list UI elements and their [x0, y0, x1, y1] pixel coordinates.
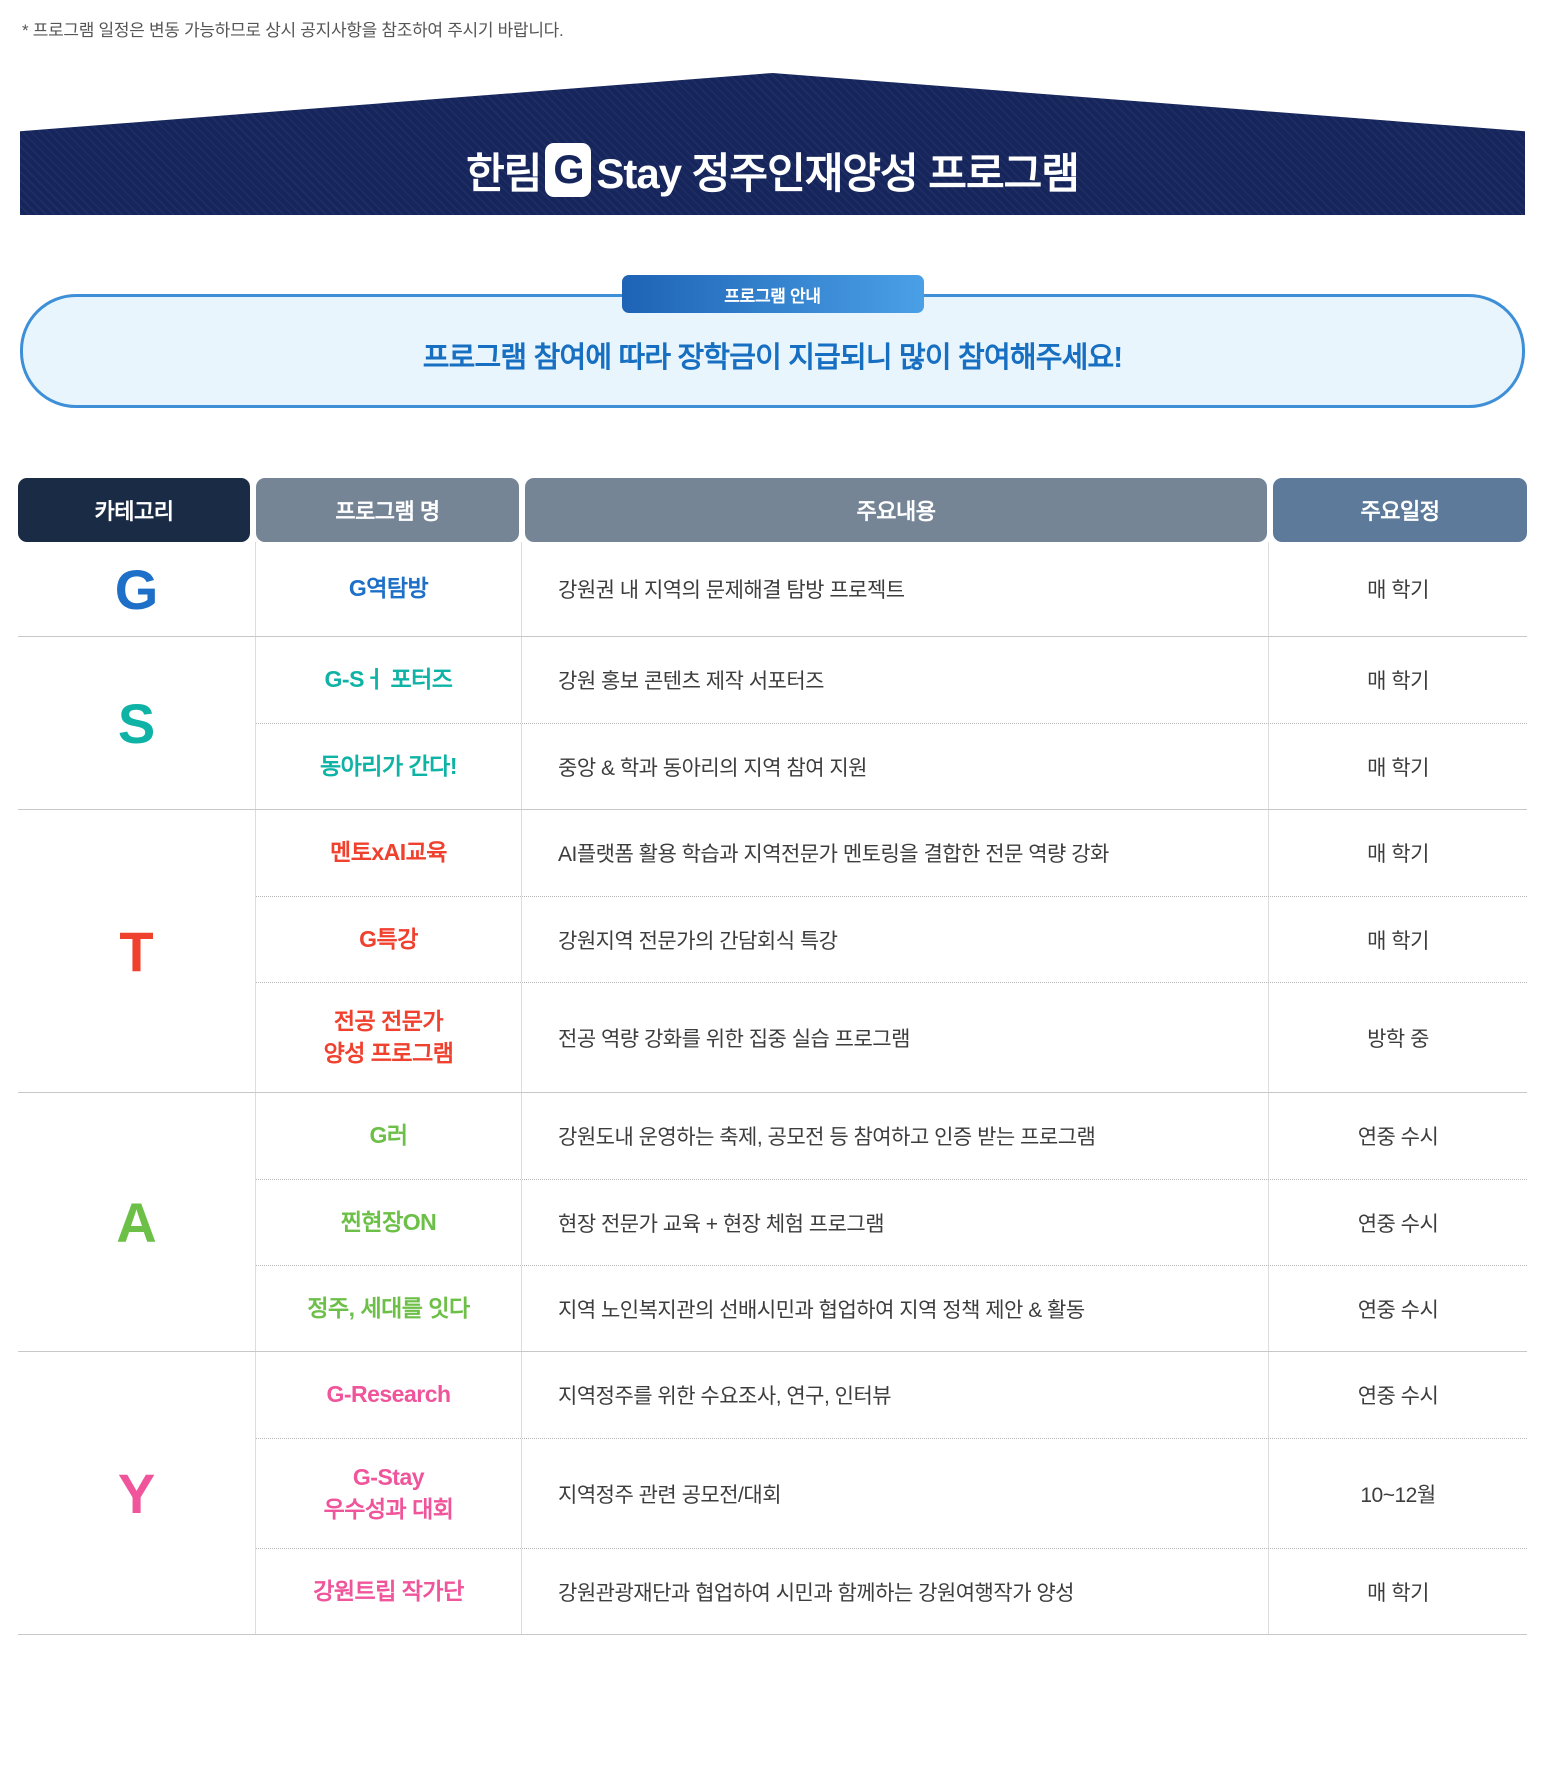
program-content: 강원관광재단과 협업하여 시민과 함께하는 강원여행작가 양성	[522, 1549, 1269, 1634]
program-name: 전공 전문가 양성 프로그램	[256, 983, 522, 1092]
program-schedule: 매 학기	[1367, 756, 1429, 780]
scholarship-message: 프로그램 참여에 따라 장학금이 지급되니 많이 참여해주세요!	[422, 342, 1123, 374]
program-name: 찐현장ON	[256, 1180, 522, 1265]
table-row: 찐현장ON 현장 전문가 교육 + 현장 체험 프로그램 연중 수시	[256, 1179, 1527, 1265]
schedule-change-note: * 프로그램 일정은 변동 가능하므로 상시 공지사항을 참조하여 주시기 바랍…	[22, 21, 564, 40]
program-content: 중앙 & 학과 동아리의 지역 참여 지원	[522, 724, 1269, 809]
group-G: G G역탐방 강원권 내 지역의 문제해결 탐방 프로젝트 매 학기	[18, 542, 1527, 636]
program-content: 강원권 내 지역의 문제해결 탐방 프로젝트	[522, 542, 1269, 636]
program-name: 강원트립 작가단	[256, 1549, 522, 1634]
banner-title: 한림 G Stay 정주인재양성 프로그램	[466, 140, 1080, 201]
bottom-whitespace	[0, 1635, 1545, 1785]
program-name: G역탐방	[256, 542, 522, 636]
title-banner: 한림 G Stay 정주인재양성 프로그램	[20, 73, 1525, 215]
program-name: G러	[256, 1093, 522, 1179]
program-content: 현장 전문가 교육 + 현장 체험 프로그램	[522, 1180, 1269, 1265]
category-cell-A: A	[18, 1093, 256, 1351]
category-letter-S: S	[117, 691, 156, 755]
program-schedule: 방학 중	[1367, 1027, 1429, 1051]
program-name: 정주, 세대를 잇다	[256, 1266, 522, 1351]
program-content: 강원도내 운영하는 축제, 공모전 등 참여하고 인증 받는 프로그램	[522, 1093, 1269, 1179]
group-T: T 멘토xAI교육 AI플랫폼 활용 학습과 지역전문가 멘토링을 결합한 전문…	[18, 809, 1527, 1092]
g-logo-icon: G	[545, 143, 592, 197]
table-row: G-Stay 우수성과 대회 지역정주 관련 공모전/대회 10~12월	[256, 1438, 1527, 1548]
category-cell-T: T	[18, 810, 256, 1092]
banner-title-prefix: 한림	[466, 149, 542, 197]
program-schedule: 연중 수시	[1357, 1126, 1439, 1149]
program-content: AI플랫폼 활용 학습과 지역전문가 멘토링을 결합한 전문 역량 강화	[522, 810, 1269, 896]
scholarship-callout: 프로그램 참여에 따라 장학금이 지급되니 많이 참여해주세요!	[20, 294, 1525, 408]
program-schedule: 매 학기	[1367, 843, 1429, 866]
program-schedule: 매 학기	[1367, 579, 1429, 602]
table-row: 동아리가 간다! 중앙 & 학과 동아리의 지역 참여 지원 매 학기	[256, 723, 1527, 809]
table-row: G-Research 지역정주를 위한 수요조사, 연구, 인터뷰 연중 수시	[256, 1352, 1527, 1438]
group-Y: Y G-Research 지역정주를 위한 수요조사, 연구, 인터뷰 연중 수…	[18, 1351, 1527, 1634]
program-schedule: 연중 수시	[1357, 1212, 1439, 1236]
header-main-content: 주요내용	[525, 478, 1267, 542]
header-category: 카테고리	[18, 478, 250, 542]
table-header-row: 카테고리 프로그램 명 주요내용 주요일정	[18, 478, 1527, 542]
category-letter-G: G	[114, 557, 159, 621]
table-row: 멘토xAI교육 AI플랫폼 활용 학습과 지역전문가 멘토링을 결합한 전문 역…	[256, 810, 1527, 896]
program-name: 동아리가 간다!	[256, 724, 522, 809]
table-row: G-Sㅓ 포터즈 강원 홍보 콘텐츠 제작 서포터즈 매 학기	[256, 637, 1527, 723]
table-row: G특강 강원지역 전문가의 간담회식 특강 매 학기	[256, 896, 1527, 982]
group-A: A G러 강원도내 운영하는 축제, 공모전 등 참여하고 인증 받는 프로그램…	[18, 1092, 1527, 1351]
program-name: G특강	[256, 897, 522, 982]
program-name: G-Sㅓ 포터즈	[256, 637, 522, 723]
program-schedule: 10~12월	[1360, 1483, 1436, 1507]
program-content: 강원지역 전문가의 간담회식 특강	[522, 897, 1269, 982]
program-content: 지역 노인복지관의 선배시민과 협업하여 지역 정책 제안 & 활동	[522, 1266, 1269, 1351]
program-schedule: 매 학기	[1367, 929, 1429, 953]
header-schedule: 주요일정	[1273, 478, 1527, 542]
category-cell-Y: Y	[18, 1352, 256, 1634]
program-name: G-Stay 우수성과 대회	[256, 1439, 522, 1548]
category-letter-A: A	[116, 1190, 157, 1254]
program-content: 지역정주를 위한 수요조사, 연구, 인터뷰	[522, 1352, 1269, 1438]
program-name: G-Research	[256, 1352, 522, 1438]
program-schedule: 연중 수시	[1357, 1385, 1439, 1408]
table-row: 전공 전문가 양성 프로그램 전공 역량 강화를 위한 집중 실습 프로그램 방…	[256, 982, 1527, 1092]
program-name: 멘토xAI교육	[256, 810, 522, 896]
table-row: 정주, 세대를 잇다 지역 노인복지관의 선배시민과 협업하여 지역 정책 제안…	[256, 1265, 1527, 1351]
program-info-badge: 프로그램 안내	[621, 275, 924, 313]
category-cell-G: G	[18, 542, 256, 636]
table-row: G역탐방 강원권 내 지역의 문제해결 탐방 프로젝트 매 학기	[256, 542, 1527, 636]
program-schedule: 매 학기	[1367, 670, 1429, 693]
category-letter-Y: Y	[117, 1461, 156, 1525]
program-table: 카테고리 프로그램 명 주요내용 주요일정 G G역탐방 강원권 내 지역의 문…	[18, 478, 1527, 1635]
table-row: G러 강원도내 운영하는 축제, 공모전 등 참여하고 인증 받는 프로그램 연…	[256, 1093, 1527, 1179]
banner-title-suffix: Stay 정주인재양성 프로그램	[596, 149, 1079, 197]
program-schedule: 연중 수시	[1357, 1298, 1439, 1322]
program-content: 지역정주 관련 공모전/대회	[522, 1439, 1269, 1548]
program-content: 강원 홍보 콘텐츠 제작 서포터즈	[522, 637, 1269, 723]
table-row: 강원트립 작가단 강원관광재단과 협업하여 시민과 함께하는 강원여행작가 양성…	[256, 1548, 1527, 1634]
header-program-name: 프로그램 명	[256, 478, 519, 542]
group-S: S G-Sㅓ 포터즈 강원 홍보 콘텐츠 제작 서포터즈 매 학기 동아리가 간…	[18, 636, 1527, 809]
category-cell-S: S	[18, 637, 256, 809]
program-content: 전공 역량 강화를 위한 집중 실습 프로그램	[522, 983, 1269, 1092]
category-letter-T: T	[119, 919, 154, 983]
table-body: G G역탐방 강원권 내 지역의 문제해결 탐방 프로젝트 매 학기 S G-S…	[18, 542, 1527, 1635]
program-schedule: 매 학기	[1367, 1581, 1429, 1605]
